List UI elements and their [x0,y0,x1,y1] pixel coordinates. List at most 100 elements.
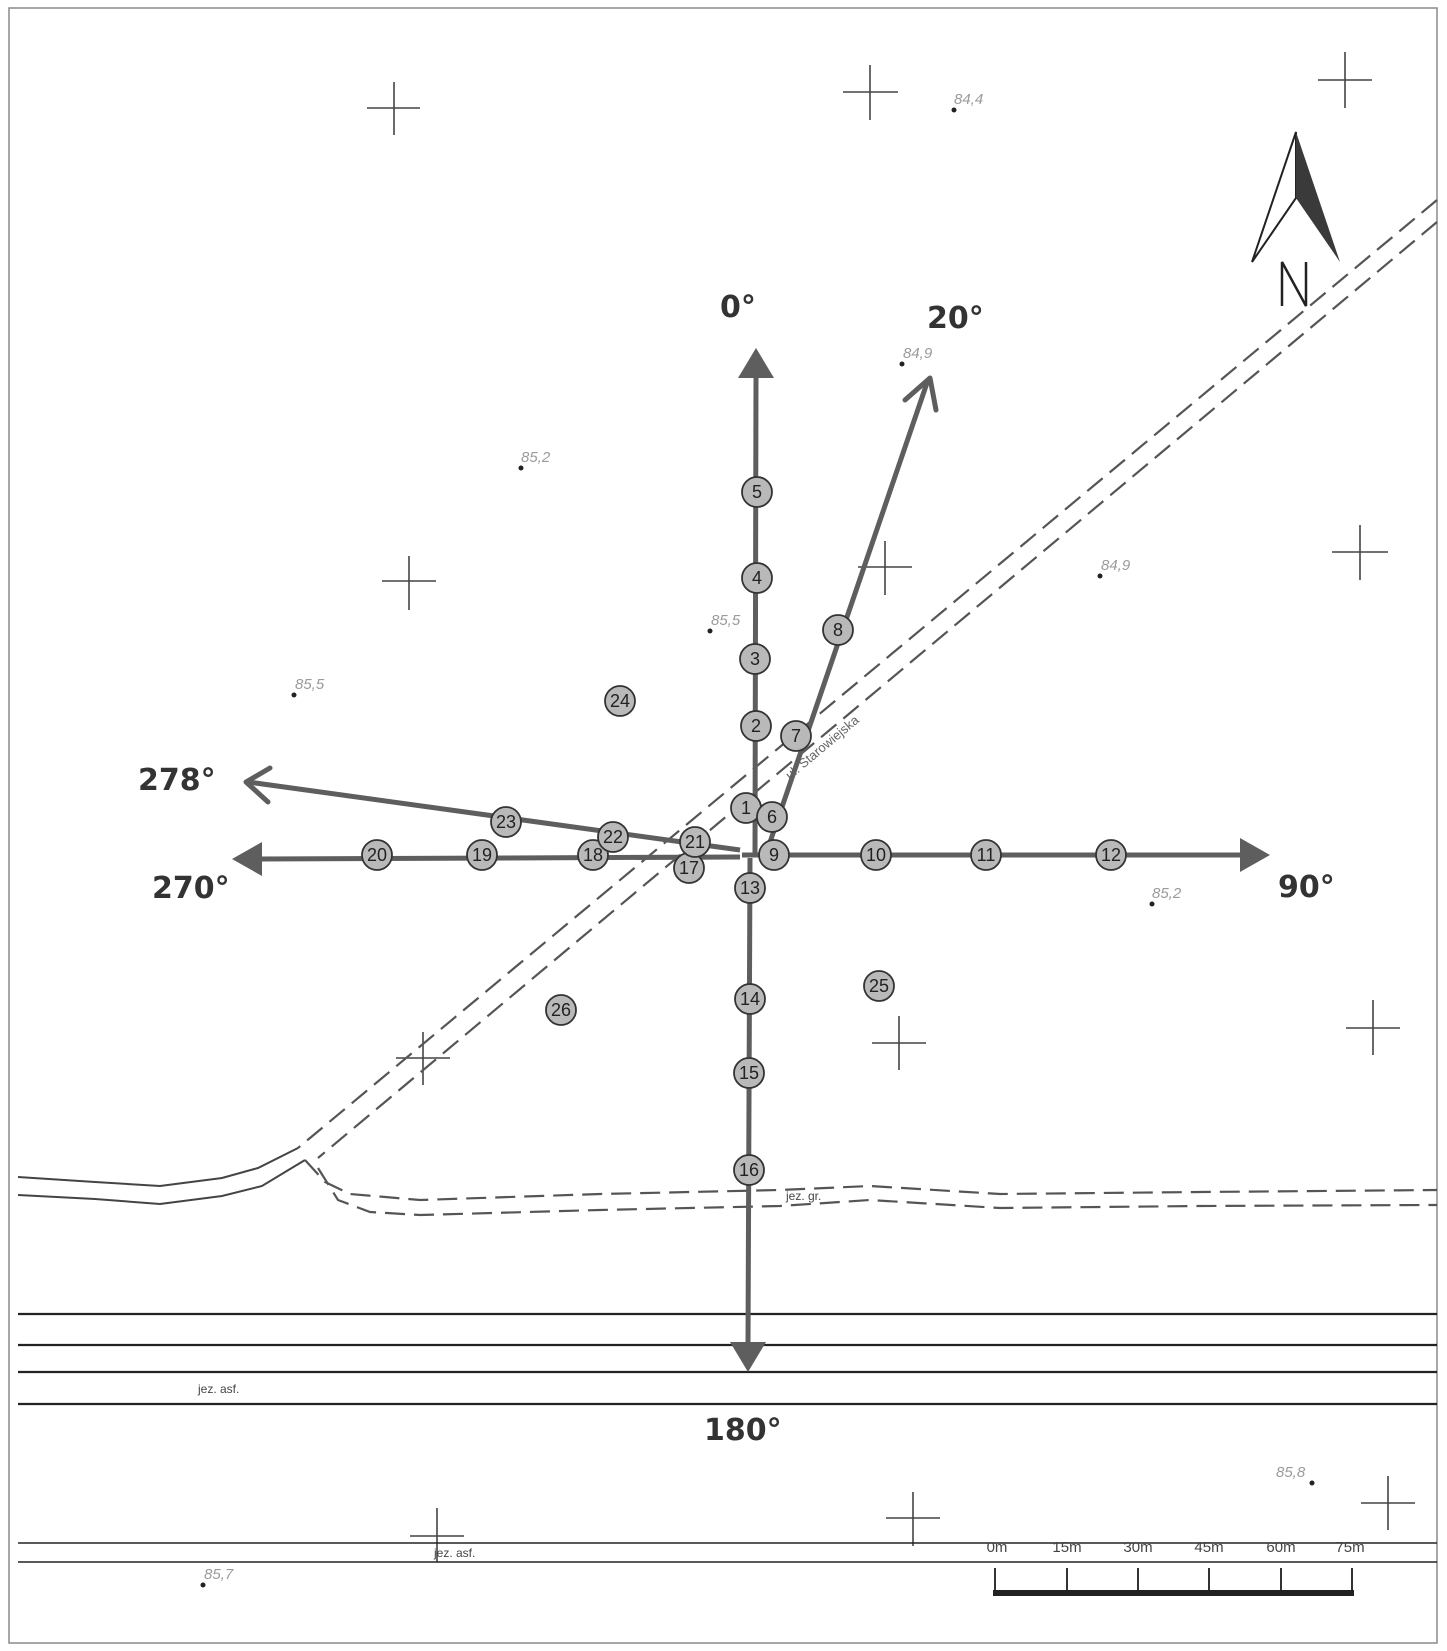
arrow-180-shaft [745,857,753,1345]
lower-street [18,1542,1437,1563]
measurement-point[interactable]: 8 [822,614,854,646]
grid-cross [1318,52,1372,108]
arrow-0-head [738,348,774,378]
svg-text:13: 13 [740,878,760,898]
road-edge [304,1159,1438,1202]
measurement-point[interactable]: 3 [739,643,771,675]
svg-text:84,9: 84,9 [903,345,933,362]
measurement-point[interactable]: 25 [863,970,895,1002]
scale-label: 0m [987,1539,1008,1556]
svg-text:19: 19 [472,845,492,865]
measurement-point[interactable]: 5 [741,476,773,508]
svg-text:4: 4 [752,568,762,588]
measurement-point[interactable]: 13 [734,872,766,904]
spot-height: 85,7 [200,1566,234,1588]
arrow-270-head [232,842,262,876]
svg-text:20: 20 [367,845,387,865]
direction-label-180: 180° [704,1413,782,1448]
measurement-point[interactable]: 26 [545,994,577,1026]
direction-label-90: 90° [1278,870,1335,905]
measurement-point[interactable]: 18 [577,839,609,871]
measurement-point[interactable]: 21 [679,826,711,858]
svg-text:14: 14 [740,989,760,1009]
arrow-20-head [902,375,939,413]
spot-heights: 84,4 84,9 85,2 84,9 85,5 85,5 85,2 85,8 … [200,91,1315,1588]
direction-label-0: 0° [720,290,756,325]
measurement-points: 1 2 3 4 5 6 7 8 9 10 11 12 13 14 15 16 1… [361,476,1127,1186]
scale-label: 45m [1194,1539,1223,1556]
svg-text:6: 6 [767,807,777,827]
measurement-point[interactable]: 14 [734,983,766,1015]
spot-height: 84,9 [1097,557,1131,579]
measurement-point[interactable]: 16 [733,1154,765,1186]
svg-text:85,5: 85,5 [711,612,741,629]
spot-height: 84,9 [899,345,933,367]
measurement-point[interactable]: 2 [740,710,772,742]
measurement-point[interactable]: 15 [733,1057,765,1089]
side-road [17,1147,1438,1217]
svg-text:21: 21 [685,832,705,852]
svg-text:22: 22 [603,827,623,847]
direction-label-20: 20° [927,301,984,336]
scale-bar: 0m 15m 30m 45m 60m 75m [987,1539,1365,1596]
north-letter-icon [1280,261,1308,307]
road-edge [317,1167,1438,1217]
grid-cross [872,1016,926,1070]
svg-text:9: 9 [769,845,779,865]
measurement-point[interactable]: 9 [758,839,790,871]
arrow-180-head [730,1342,766,1372]
svg-text:15: 15 [739,1063,759,1083]
measurement-point[interactable]: 17 [673,852,705,884]
grid-cross [858,541,912,595]
svg-text:85,5: 85,5 [295,676,325,693]
map-frame [8,7,1438,1644]
measurement-point[interactable]: 6 [756,801,788,833]
svg-text:85,2: 85,2 [521,449,551,466]
arrow-20-shaft [765,379,931,849]
svg-text:84,9: 84,9 [1101,557,1131,574]
grid-cross [410,1508,464,1562]
spot-height: 84,4 [951,91,983,113]
spot-height: 85,5 [291,676,325,698]
arrow-270-shaft [259,854,741,862]
arrow-278-head [243,765,273,805]
arrow-90-head [1240,838,1270,872]
measurement-point[interactable]: 7 [780,720,812,752]
grid-cross [1361,1476,1415,1530]
direction-label-270: 270° [152,871,230,906]
measurement-point[interactable]: 20 [361,839,393,871]
svg-text:25: 25 [869,976,889,996]
svg-text:84,4: 84,4 [954,91,983,108]
measurement-point[interactable]: 19 [466,839,498,871]
street-edge [297,199,1438,1149]
measurement-point[interactable]: 10 [860,839,892,871]
grid-cross [1332,525,1388,580]
svg-text:7: 7 [791,726,801,746]
path-label: jez. gr. [785,1189,821,1203]
measurement-point[interactable]: 23 [490,806,522,838]
direction-label-278: 278° [138,763,216,798]
svg-text:24: 24 [610,691,630,711]
measurement-point[interactable]: 22 [597,821,629,853]
street-starowiejska [297,199,1438,1159]
grid-cross [367,82,420,135]
scale-label: 60m [1266,1539,1295,1556]
grid-cross [886,1492,940,1546]
svg-text:16: 16 [739,1160,759,1180]
measurement-point[interactable]: 4 [741,562,773,594]
svg-text:8: 8 [833,620,843,640]
main-street [18,1312,1437,1406]
svg-text:2: 2 [751,716,761,736]
measurement-point[interactable]: 11 [970,839,1002,871]
measurement-point[interactable]: 12 [1095,839,1127,871]
svg-text:1: 1 [741,798,751,818]
svg-text:26: 26 [551,1000,571,1020]
svg-text:3: 3 [750,649,760,669]
road-edge [17,1159,306,1206]
road-label-1: jez. asf. [197,1382,239,1396]
measurement-point[interactable]: 24 [604,685,636,717]
svg-text:11: 11 [977,845,996,865]
svg-text:10: 10 [866,845,886,865]
spot-height: 85,5 [707,612,741,634]
